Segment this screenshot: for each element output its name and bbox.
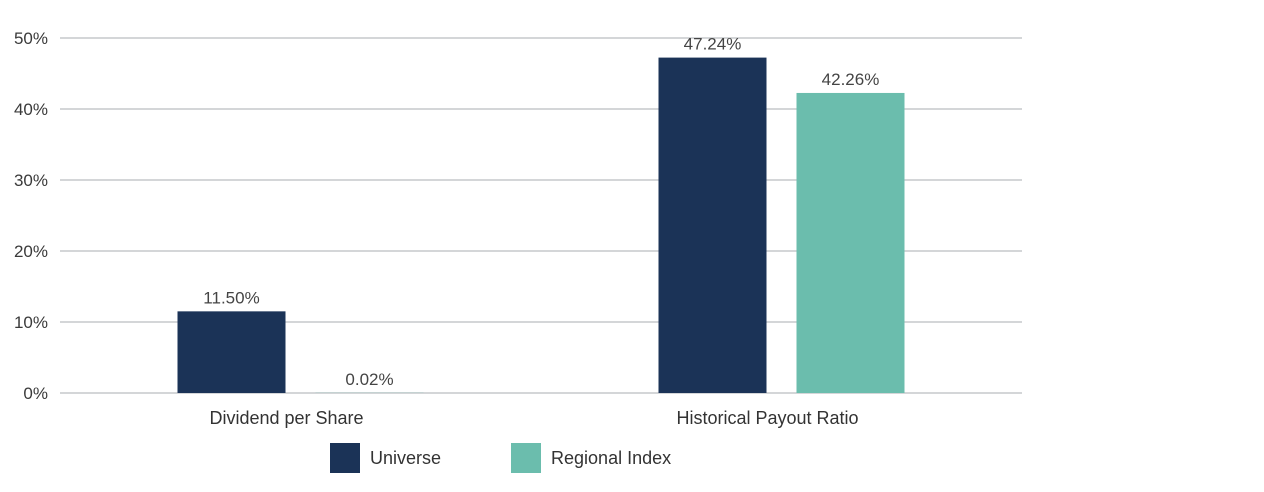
y-tick-label-10: 10%: [14, 313, 48, 332]
y-tick-label-50: 50%: [14, 29, 48, 48]
legend-swatch-universe: [330, 443, 360, 473]
data-labels: 11.50% 0.02% 47.24% 42.26%: [203, 35, 879, 389]
legend-item-regional-index: Regional Index: [511, 443, 671, 473]
legend: Universe Regional Index: [330, 441, 741, 475]
category-label-0: Dividend per Share: [209, 408, 363, 428]
data-label-regional-index-0: 0.02%: [345, 370, 393, 389]
legend-label-universe: Universe: [370, 447, 442, 468]
bar-regional-index-1: [796, 92, 905, 393]
bar-universe-0: [177, 311, 286, 393]
category-labels: Dividend per Share Historical Payout Rati…: [209, 408, 858, 428]
data-label-universe-1: 47.24%: [684, 35, 742, 54]
y-tick-label-0: 0%: [23, 384, 48, 403]
bars: [177, 57, 905, 393]
y-tick-label-40: 40%: [14, 100, 48, 119]
y-axis-ticks: 0% 10% 20% 30% 40% 50%: [14, 29, 48, 403]
legend-item-universe: Universe: [330, 443, 441, 473]
y-tick-label-20: 20%: [14, 242, 48, 261]
y-tick-label-30: 30%: [14, 171, 48, 190]
bar-universe-1: [658, 57, 767, 393]
legend-swatch-regional-index: [511, 443, 542, 473]
category-label-1: Historical Payout Ratio: [676, 408, 858, 428]
legend-label-regional-index: Regional Index: [551, 447, 672, 468]
data-label-regional-index-1: 42.26%: [822, 70, 880, 89]
data-label-universe-0: 11.50%: [203, 288, 259, 307]
